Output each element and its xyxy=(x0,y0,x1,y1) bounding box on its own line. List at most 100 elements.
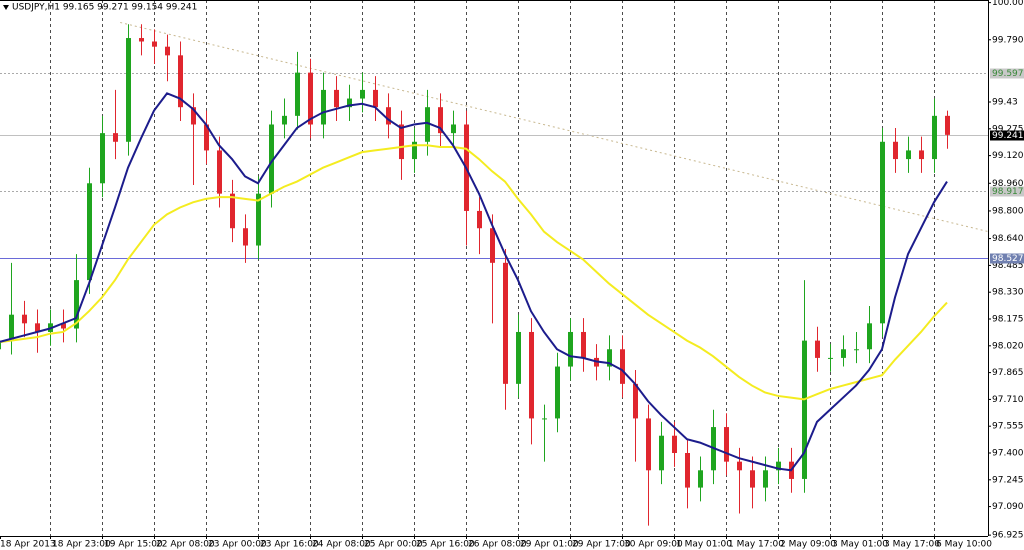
candle-body xyxy=(672,435,677,454)
level-label-bg xyxy=(990,68,1024,79)
candle-body xyxy=(555,366,560,419)
candle-body xyxy=(178,55,183,108)
candle-body xyxy=(516,331,521,384)
candle-body xyxy=(334,89,339,108)
candle-body xyxy=(9,314,14,341)
candle-body xyxy=(945,115,950,135)
candle-body xyxy=(87,183,92,281)
candle-body xyxy=(269,124,274,194)
y-tick-label: 98.175 xyxy=(992,315,1024,325)
y-tick-label: 98.485 xyxy=(992,261,1024,271)
y-tick-label: 98.800 xyxy=(992,206,1024,216)
menu-arrow[interactable] xyxy=(3,5,9,10)
x-tick-label: 23 Apr 16:00 xyxy=(260,540,319,550)
y-tick-label: 98.960 xyxy=(992,179,1024,189)
level-label-bg xyxy=(990,186,1024,197)
y-tick-label: 96.925 xyxy=(992,531,1024,541)
candle-body xyxy=(438,107,443,134)
candle-body xyxy=(503,262,508,384)
candle-body xyxy=(633,383,638,419)
candle-body xyxy=(932,115,937,160)
candle-body xyxy=(399,124,404,160)
x-tick-label: 6 May 10:00 xyxy=(936,540,992,550)
y-tick-label: 98.640 xyxy=(992,234,1024,244)
y-tick-label: 99.790 xyxy=(992,35,1024,45)
moving-average xyxy=(0,144,948,401)
candle-body xyxy=(776,461,781,471)
candle-body xyxy=(282,115,287,125)
candle-body xyxy=(230,193,235,229)
candle-body xyxy=(854,349,859,351)
candle-body xyxy=(347,98,352,108)
candle-body xyxy=(841,349,846,358)
x-tick-label: 1 May 01:00 xyxy=(676,540,732,550)
candle-body xyxy=(113,133,118,142)
candle-body xyxy=(880,141,885,324)
level-label-bg xyxy=(990,253,1024,264)
candle-body xyxy=(906,150,911,160)
candle-body xyxy=(802,340,807,479)
x-tick-label: 30 Apr 09:00 xyxy=(624,540,683,550)
y-tick-label: 97.555 xyxy=(992,422,1024,432)
candle-body xyxy=(529,331,534,419)
candle-body xyxy=(100,133,105,184)
candle-body xyxy=(893,141,898,160)
x-tick-label: 26 Apr 08:00 xyxy=(468,540,527,550)
level-label: 99.597 xyxy=(992,69,1024,79)
x-tick-label: 2 May 09:00 xyxy=(780,540,836,550)
candle-body xyxy=(308,72,313,125)
plot-area xyxy=(0,0,988,536)
x-tick-label: 22 Apr 08:00 xyxy=(156,540,215,550)
x-tick-label: 25 Apr 16:00 xyxy=(416,540,475,550)
y-tick-label: 98.330 xyxy=(992,288,1024,298)
x-tick-label: 18 Apr 2013 xyxy=(0,540,56,550)
candle-body xyxy=(35,323,40,332)
x-tick-label: 29 Apr 17:00 xyxy=(572,540,631,550)
candle-body xyxy=(607,349,612,367)
candle-body xyxy=(152,41,157,47)
candle-body xyxy=(412,141,417,160)
x-tick-label: 1 May 17:00 xyxy=(728,540,784,550)
y-tick-label: 100.005 xyxy=(992,0,1024,8)
candle-body xyxy=(867,323,872,350)
moving-average xyxy=(0,92,948,472)
y-tick-label: 99.120 xyxy=(992,151,1024,161)
candle-body xyxy=(919,150,924,160)
x-tick-label: 23 Apr 00:00 xyxy=(208,540,267,550)
candle-body xyxy=(568,331,573,367)
candle-body xyxy=(295,72,300,116)
x-tick-label: 3 May 17:00 xyxy=(884,540,940,550)
y-tick-label: 97.710 xyxy=(992,395,1024,405)
candle-body xyxy=(542,418,547,420)
candle-body xyxy=(581,331,586,358)
candle-body xyxy=(659,435,664,471)
level-label: 98.917 xyxy=(992,187,1024,197)
x-tick-label: 19 Apr 15:00 xyxy=(104,540,163,550)
candle-body xyxy=(685,453,690,488)
candle-body xyxy=(425,107,430,142)
candle-body xyxy=(724,427,729,462)
candle-body xyxy=(490,228,495,263)
x-tick-label: 29 Apr 01:00 xyxy=(520,540,579,550)
level-label-bg xyxy=(990,130,1024,141)
candle-body xyxy=(360,89,365,99)
x-tick-label: 18 Apr 23:00 xyxy=(52,540,111,550)
candle-body xyxy=(763,470,768,488)
candle-body xyxy=(386,107,391,125)
candle-body xyxy=(165,46,170,56)
candle-body xyxy=(139,38,144,42)
x-tick-label: 25 Apr 00:00 xyxy=(364,540,423,550)
candle-body xyxy=(217,150,222,194)
y-tick-label: 97.865 xyxy=(992,368,1024,378)
level-label: 98.527 xyxy=(992,254,1024,264)
candle-body xyxy=(750,470,755,488)
y-tick-label: 97.245 xyxy=(992,475,1024,485)
chart-title: USDJPY,H1 99.165 99.271 99.154 99.241 xyxy=(12,3,197,13)
candle-body xyxy=(191,107,196,125)
y-tick-label: 97.090 xyxy=(992,502,1024,512)
candle-body xyxy=(321,89,326,125)
candle-body xyxy=(828,357,833,359)
candle-body xyxy=(646,418,651,471)
candle-body xyxy=(126,38,131,142)
